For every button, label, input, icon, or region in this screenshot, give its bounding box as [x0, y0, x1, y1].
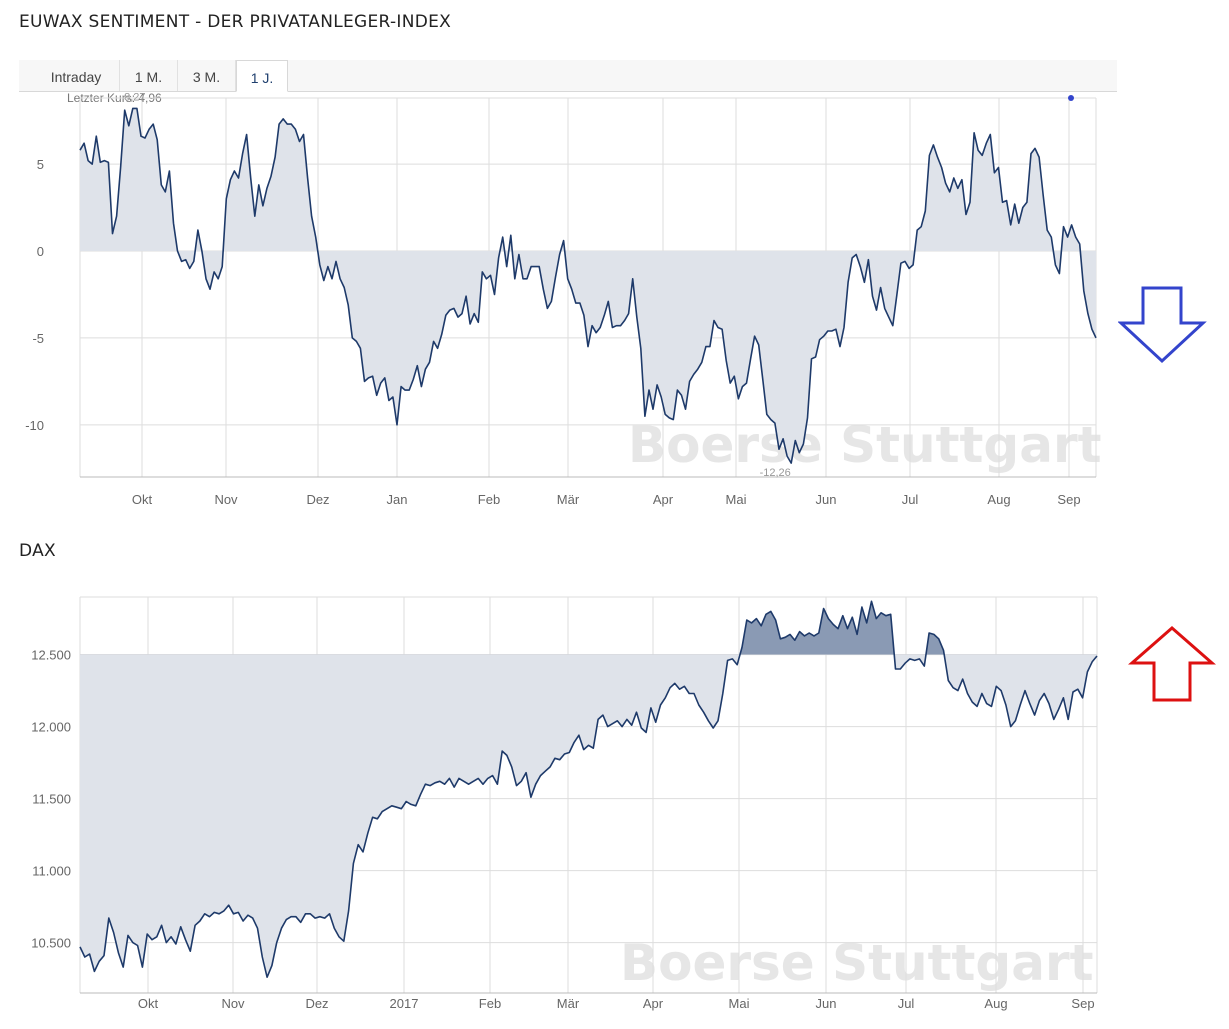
- x-tick-label: Feb: [479, 996, 501, 1011]
- x-tick-label: Jul: [898, 996, 915, 1011]
- navigator-dot: [1068, 95, 1074, 101]
- y-tick-label: 11.500: [32, 792, 71, 807]
- x-tick-label: Apr: [643, 996, 664, 1011]
- area-fill: [80, 108, 1096, 464]
- x-tick-label: Sep: [1071, 996, 1094, 1011]
- y-tick-label: 0: [37, 244, 44, 259]
- x-tick-label: Aug: [984, 996, 1007, 1011]
- sentiment-chart-title: EUWAX SENTIMENT - DER PRIVATANLEGER-INDE…: [19, 12, 452, 32]
- tab-1-month[interactable]: 1 M.: [120, 60, 178, 91]
- x-tick-label: Sep: [1057, 492, 1080, 507]
- x-tick-label: Jul: [902, 492, 919, 507]
- y-tick-label: 11.000: [32, 864, 71, 879]
- y-tick-label: 5: [37, 157, 44, 172]
- y-tick-label: 12.500: [31, 648, 71, 663]
- area-fill: [80, 601, 1097, 978]
- tab-intraday[interactable]: Intraday: [33, 60, 120, 91]
- x-tick-label: Okt: [132, 492, 153, 507]
- y-tick-label: 10.500: [31, 936, 71, 951]
- x-tick-label: Dez: [305, 996, 328, 1011]
- y-tick-label: -10: [25, 418, 44, 433]
- dax-chart-title: DAX: [19, 541, 56, 561]
- series-line: [79, 600, 1098, 978]
- x-tick-label: Mai: [729, 996, 750, 1011]
- up-arrow-icon: [1128, 626, 1216, 702]
- chart-1-group: Boerse Stuttgart Okt Nov Dez 2017 Feb Mär Apr Ma…: [31, 596, 1098, 1011]
- x-tick-label: Jun: [816, 492, 837, 507]
- x-tick-label: Jan: [387, 492, 408, 507]
- x-tick-label: 2017: [390, 996, 419, 1011]
- series-line: [79, 107, 1097, 464]
- x-tick-label: Feb: [478, 492, 500, 507]
- x-tick-label: Okt: [138, 996, 159, 1011]
- x-tick-label: Mär: [557, 492, 580, 507]
- tab-1-year[interactable]: 1 J.: [236, 60, 288, 92]
- chart-0-group: Boerse Stuttgart Okt Nov Dez Jan Feb Mär Apr Mai…: [25, 91, 1101, 507]
- x-tick-label: Dez: [306, 492, 329, 507]
- watermark: Boerse Stuttgart: [620, 934, 1094, 992]
- area-fill-above: [740, 601, 945, 655]
- x-tick-label: Mai: [726, 492, 747, 507]
- watermark: Boerse Stuttgart: [628, 416, 1102, 474]
- max-value-label: 8,27: [124, 91, 145, 103]
- min-value-label: -12,26: [760, 467, 791, 479]
- timeframe-tabs: Intraday 1 M. 3 M. 1 J.: [19, 60, 1117, 92]
- down-arrow-icon: [1118, 286, 1207, 364]
- x-tick-label: Jun: [816, 996, 837, 1011]
- x-tick-label: Nov: [221, 996, 245, 1011]
- y-tick-label: -5: [32, 331, 44, 346]
- x-tick-label: Aug: [987, 492, 1010, 507]
- x-tick-label: Mär: [557, 996, 580, 1011]
- tab-3-months[interactable]: 3 M.: [178, 60, 236, 91]
- y-tick-label: 12.000: [31, 720, 71, 735]
- x-tick-label: Apr: [653, 492, 674, 507]
- x-tick-label: Nov: [214, 492, 238, 507]
